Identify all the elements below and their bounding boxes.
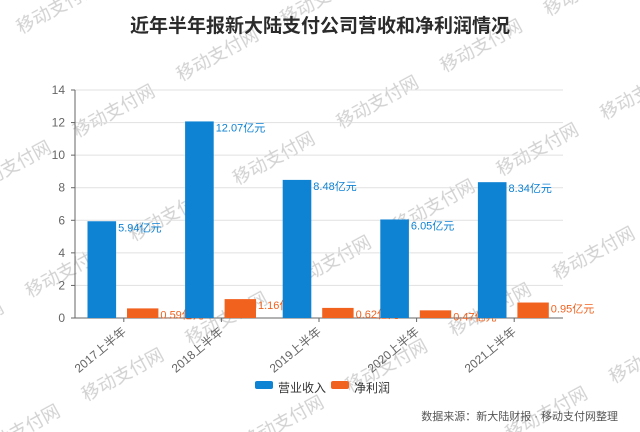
svg-text:6: 6	[58, 213, 65, 227]
svg-text:10: 10	[52, 148, 66, 162]
svg-text:12.07亿元: 12.07亿元	[216, 121, 266, 134]
svg-text:8.34亿元: 8.34亿元	[509, 182, 552, 195]
svg-text:0.95亿元: 0.95亿元	[551, 303, 594, 316]
svg-text:5.94亿元: 5.94亿元	[118, 221, 161, 234]
svg-text:2: 2	[58, 278, 65, 292]
svg-text:0: 0	[58, 311, 65, 325]
svg-text:8.48亿元: 8.48亿元	[313, 180, 356, 193]
svg-text:12: 12	[52, 116, 66, 130]
svg-text:6.05亿元: 6.05亿元	[411, 219, 454, 232]
svg-text:14: 14	[52, 83, 66, 97]
svg-text:4: 4	[58, 246, 65, 260]
svg-text:8: 8	[58, 181, 65, 195]
